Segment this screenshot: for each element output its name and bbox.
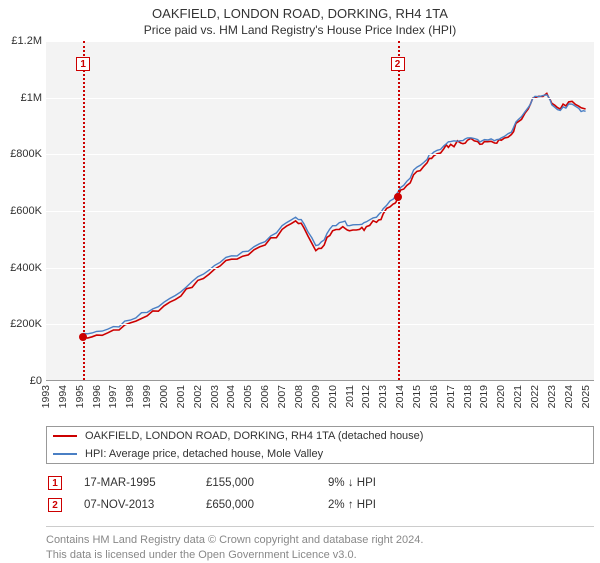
x-tick-label: 1994 xyxy=(57,385,69,408)
legend-item: HPI: Average price, detached house, Mole… xyxy=(47,445,593,463)
x-tick-label: 2004 xyxy=(225,385,237,408)
y-axis: £0£200K£400K£600K£800K£1M£1.2M xyxy=(0,41,46,381)
x-tick-label: 2014 xyxy=(394,385,406,408)
x-tick-label: 1998 xyxy=(124,385,136,408)
legend-swatch xyxy=(53,453,77,456)
sale-guideline xyxy=(83,41,85,380)
x-tick-label: 2011 xyxy=(344,385,356,408)
sale-marker-box: 2 xyxy=(391,57,405,71)
x-tick-label: 2003 xyxy=(209,385,221,408)
x-tick-label: 1995 xyxy=(74,385,86,408)
x-tick-label: 2016 xyxy=(428,385,440,408)
sale-delta: 9% ↓ HPI xyxy=(328,477,428,489)
sale-delta: 2% ↑ HPI xyxy=(328,499,428,511)
x-tick-label: 1993 xyxy=(40,385,52,408)
x-tick-label: 1997 xyxy=(107,385,119,408)
gridline xyxy=(46,41,594,42)
chart-title: OAKFIELD, LONDON ROAD, DORKING, RH4 1TA xyxy=(0,0,600,21)
x-tick-label: 2015 xyxy=(411,385,423,408)
sale-dot xyxy=(79,333,87,341)
gridline xyxy=(46,211,594,212)
sale-price: £650,000 xyxy=(206,499,306,511)
y-tick-label: £200K xyxy=(10,318,42,330)
sale-dot xyxy=(394,193,402,201)
series-line xyxy=(83,93,585,338)
plot-area: 12 xyxy=(46,41,594,381)
x-tick-label: 1996 xyxy=(91,385,103,408)
y-tick-label: £1.2M xyxy=(11,35,42,47)
chart-subtitle: Price paid vs. HM Land Registry's House … xyxy=(0,21,600,41)
legend-box: OAKFIELD, LONDON ROAD, DORKING, RH4 1TA … xyxy=(46,426,594,464)
x-axis: 1993199419951996199719981999200020012002… xyxy=(46,381,594,411)
attribution-text: Contains HM Land Registry data © Crown c… xyxy=(46,526,594,563)
gridline xyxy=(46,268,594,269)
chart-area: £0£200K£400K£600K£800K£1M£1.2M 12 199319… xyxy=(0,41,600,411)
x-tick-label: 2008 xyxy=(293,385,305,408)
x-tick-label: 2022 xyxy=(529,385,541,408)
x-tick-label: 2000 xyxy=(158,385,170,408)
legend-swatch xyxy=(53,435,77,438)
x-tick-label: 2020 xyxy=(495,385,507,408)
y-tick-label: £400K xyxy=(10,262,42,274)
sale-date: 07-NOV-2013 xyxy=(84,499,184,511)
x-tick-label: 2024 xyxy=(563,385,575,408)
x-tick-label: 2013 xyxy=(377,385,389,408)
sale-marker-box: 1 xyxy=(76,57,90,71)
sale-number-box: 1 xyxy=(48,476,62,490)
x-tick-label: 2023 xyxy=(546,385,558,408)
x-tick-label: 2005 xyxy=(242,385,254,408)
x-tick-label: 2007 xyxy=(276,385,288,408)
x-tick-label: 2025 xyxy=(580,385,592,408)
sale-guideline xyxy=(398,41,400,380)
sale-date: 17-MAR-1995 xyxy=(84,477,184,489)
legend-item: OAKFIELD, LONDON ROAD, DORKING, RH4 1TA … xyxy=(47,427,593,445)
x-tick-label: 2012 xyxy=(360,385,372,408)
x-tick-label: 2019 xyxy=(478,385,490,408)
x-tick-label: 2018 xyxy=(462,385,474,408)
sale-number-box: 2 xyxy=(48,498,62,512)
x-tick-label: 2006 xyxy=(259,385,271,408)
x-tick-label: 2021 xyxy=(512,385,524,408)
x-tick-label: 2001 xyxy=(175,385,187,408)
legend-label: OAKFIELD, LONDON ROAD, DORKING, RH4 1TA … xyxy=(85,430,423,442)
y-tick-label: £1M xyxy=(21,92,42,104)
y-tick-label: £800K xyxy=(10,148,42,160)
legend-label: HPI: Average price, detached house, Mole… xyxy=(85,448,323,460)
x-tick-label: 2009 xyxy=(310,385,322,408)
series-line xyxy=(83,95,585,334)
x-tick-label: 1999 xyxy=(141,385,153,408)
chart-container: OAKFIELD, LONDON ROAD, DORKING, RH4 1TA … xyxy=(0,0,600,560)
x-tick-label: 2017 xyxy=(445,385,457,408)
gridline xyxy=(46,324,594,325)
y-tick-label: £600K xyxy=(10,205,42,217)
gridline xyxy=(46,98,594,99)
sale-table-row: 1 17-MAR-1995 £155,000 9% ↓ HPI xyxy=(46,472,594,494)
gridline xyxy=(46,154,594,155)
x-tick-label: 2002 xyxy=(192,385,204,408)
sales-table: 1 17-MAR-1995 £155,000 9% ↓ HPI 2 07-NOV-2013… xyxy=(46,472,594,516)
sale-table-row: 2 07-NOV-2013 £650,000 2% ↑ HPI xyxy=(46,494,594,516)
x-tick-label: 2010 xyxy=(327,385,339,408)
sale-price: £155,000 xyxy=(206,477,306,489)
attribution-line2: This data is licensed under the Open Gov… xyxy=(46,549,357,561)
attribution-line1: Contains HM Land Registry data © Crown c… xyxy=(46,534,423,546)
